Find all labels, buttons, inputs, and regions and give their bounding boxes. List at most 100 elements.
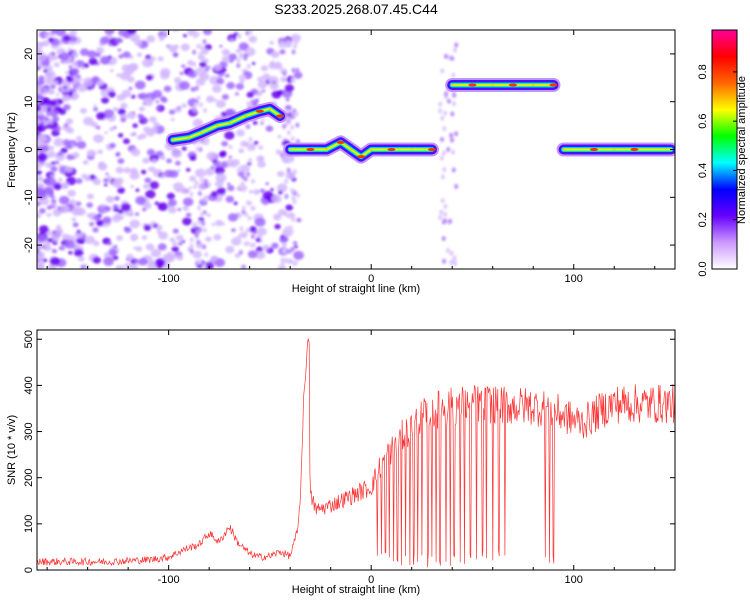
- noise-blob: [189, 191, 194, 197]
- noise-blob: [439, 209, 444, 215]
- noise-blob: [117, 108, 126, 115]
- noise-blob: [216, 78, 225, 85]
- noise-blob: [169, 237, 176, 242]
- noise-blob: [441, 150, 446, 156]
- noise-blob: [286, 130, 291, 136]
- x-tick-label: -100: [158, 574, 180, 586]
- noise-blob: [54, 160, 60, 165]
- noise-blob: [196, 95, 201, 101]
- noise-blob: [43, 186, 54, 195]
- noise-blob: [155, 100, 160, 104]
- noise-blob: [187, 70, 198, 78]
- noise-blob: [293, 250, 305, 260]
- y-tick-label: -10: [23, 189, 35, 205]
- noise-blob: [115, 37, 123, 44]
- noise-blob: [65, 143, 73, 150]
- noise-blob: [182, 197, 194, 207]
- noise-blob: [58, 245, 65, 251]
- noise-blob: [157, 202, 169, 212]
- noise-blob: [76, 229, 81, 234]
- noise-blob: [156, 106, 161, 110]
- noise-blob: [200, 48, 209, 55]
- snr-x-axis-label: Height of straight line (km): [292, 584, 420, 596]
- noise-blob: [262, 73, 271, 81]
- noise-blob: [290, 124, 295, 130]
- noise-blob: [78, 256, 85, 262]
- noise-blob: [178, 241, 183, 246]
- noise-blob: [280, 259, 285, 265]
- noise-blob: [196, 239, 201, 245]
- noise-blob: [45, 162, 53, 169]
- noise-blob: [64, 171, 72, 178]
- noise-blob: [259, 188, 266, 193]
- noise-blob: [37, 261, 45, 269]
- noise-blob: [179, 80, 190, 90]
- noise-blob: [246, 171, 251, 177]
- noise-blob: [142, 207, 147, 212]
- noise-blob: [91, 76, 100, 83]
- noise-blob: [69, 35, 77, 42]
- noise-blob: [138, 106, 146, 112]
- noise-blob: [216, 187, 226, 195]
- noise-blob: [130, 264, 135, 268]
- noise-blob: [269, 40, 275, 45]
- noise-blob: [52, 209, 62, 217]
- snr-panel: -100 0 100 0 100 200 300 400 500 Height of stra…: [6, 329, 676, 596]
- noise-blob: [238, 184, 243, 190]
- noise-blob: [286, 167, 291, 173]
- colorbar-label: Normalized spectral amplitude: [736, 76, 748, 224]
- noise-blob: [44, 116, 50, 122]
- noise-blob: [75, 201, 82, 207]
- noise-blob: [49, 109, 59, 117]
- noise-blob: [167, 199, 177, 207]
- noise-blob: [53, 182, 63, 191]
- noise-blob: [202, 244, 207, 250]
- noise-blob: [142, 97, 154, 107]
- ridge-point: [349, 148, 353, 151]
- noise-blob: [181, 239, 186, 243]
- noise-blob: [103, 109, 115, 119]
- noise-blob: [243, 176, 248, 182]
- noise-blob: [65, 118, 74, 125]
- noise-blob: [92, 256, 102, 264]
- noise-blob: [72, 152, 80, 159]
- ridge-point: [451, 83, 454, 87]
- noise-blob: [104, 131, 108, 135]
- noise-blob: [101, 96, 110, 104]
- noise-blob: [109, 127, 115, 132]
- noise-blob: [236, 235, 241, 241]
- noise-blob: [220, 150, 227, 156]
- noise-blob: [204, 251, 209, 257]
- noise-blob: [203, 178, 208, 184]
- noise-blob: [116, 73, 121, 78]
- noise-blob: [442, 167, 447, 173]
- noise-blob: [202, 227, 207, 233]
- noise-blob: [149, 56, 156, 62]
- noise-blob: [122, 138, 130, 145]
- noise-blob: [37, 42, 44, 49]
- noise-blob: [284, 212, 289, 218]
- noise-blob: [192, 49, 197, 55]
- noise-blob: [142, 183, 150, 190]
- noise-blob: [290, 33, 301, 43]
- ridge-point: [369, 148, 373, 151]
- noise-blob: [454, 131, 459, 137]
- noise-blob: [37, 119, 42, 125]
- noise-blob: [124, 226, 132, 234]
- noise-blob: [201, 220, 206, 226]
- colorbar-tick-label: 0.0: [697, 261, 709, 276]
- noise-blob: [53, 80, 59, 85]
- noise-blob: [72, 222, 79, 228]
- noise-blob: [129, 33, 141, 43]
- colorbar-tick-label: 0.8: [697, 64, 709, 79]
- noise-blob: [160, 96, 167, 102]
- noise-blob: [120, 102, 128, 109]
- noise-blob: [62, 124, 71, 131]
- noise-blob: [292, 261, 297, 267]
- ridge-point: [268, 107, 272, 111]
- noise-blob: [256, 155, 265, 162]
- noise-blob: [84, 235, 95, 245]
- spectrogram-content: [37, 30, 675, 269]
- noise-blob: [270, 51, 280, 59]
- noise-blob: [225, 245, 235, 254]
